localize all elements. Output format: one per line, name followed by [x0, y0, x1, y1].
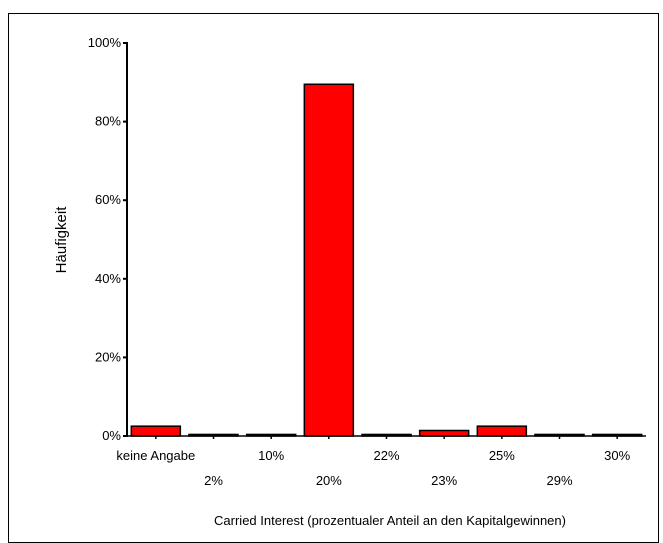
bar: [130, 425, 182, 437]
x-tick-label: 23%: [431, 473, 457, 488]
bar: [591, 433, 643, 437]
y-tick-label: 60%: [95, 192, 121, 207]
x-tick-label: keine Angabe: [116, 448, 195, 463]
bar: [188, 433, 239, 437]
y-tick-label: 80%: [95, 114, 121, 129]
bars: [130, 83, 643, 437]
x-axis-title: Carried Interest (prozentualer Anteil an…: [214, 513, 566, 528]
y-axis-title: Häufigkeit: [53, 206, 70, 274]
x-tick-label: 10%: [258, 448, 284, 463]
x-tick-label: 25%: [489, 448, 515, 463]
x-tick-label: 20%: [316, 473, 342, 488]
bar: [534, 433, 585, 437]
y-tick-label: 0%: [102, 428, 121, 443]
bar: [361, 433, 412, 437]
y-axis: 0% 20% 40% 60% 80% 100%: [88, 35, 128, 443]
x-tick-label: 22%: [373, 448, 399, 463]
bar: [303, 83, 355, 437]
y-tick-label: 40%: [95, 271, 121, 286]
x-tick-label: 30%: [604, 448, 630, 463]
bar: [418, 429, 470, 437]
y-tick-label: 20%: [95, 349, 121, 364]
bar: [245, 433, 297, 437]
x-axis: keine Angabe 2% 10% 20% 22% 23% 25% 29% 30%: [116, 435, 646, 488]
x-tick-label: 2%: [204, 473, 223, 488]
bar: [476, 425, 528, 437]
y-tick-label: 100%: [88, 35, 122, 50]
x-tick-label: 29%: [546, 473, 572, 488]
